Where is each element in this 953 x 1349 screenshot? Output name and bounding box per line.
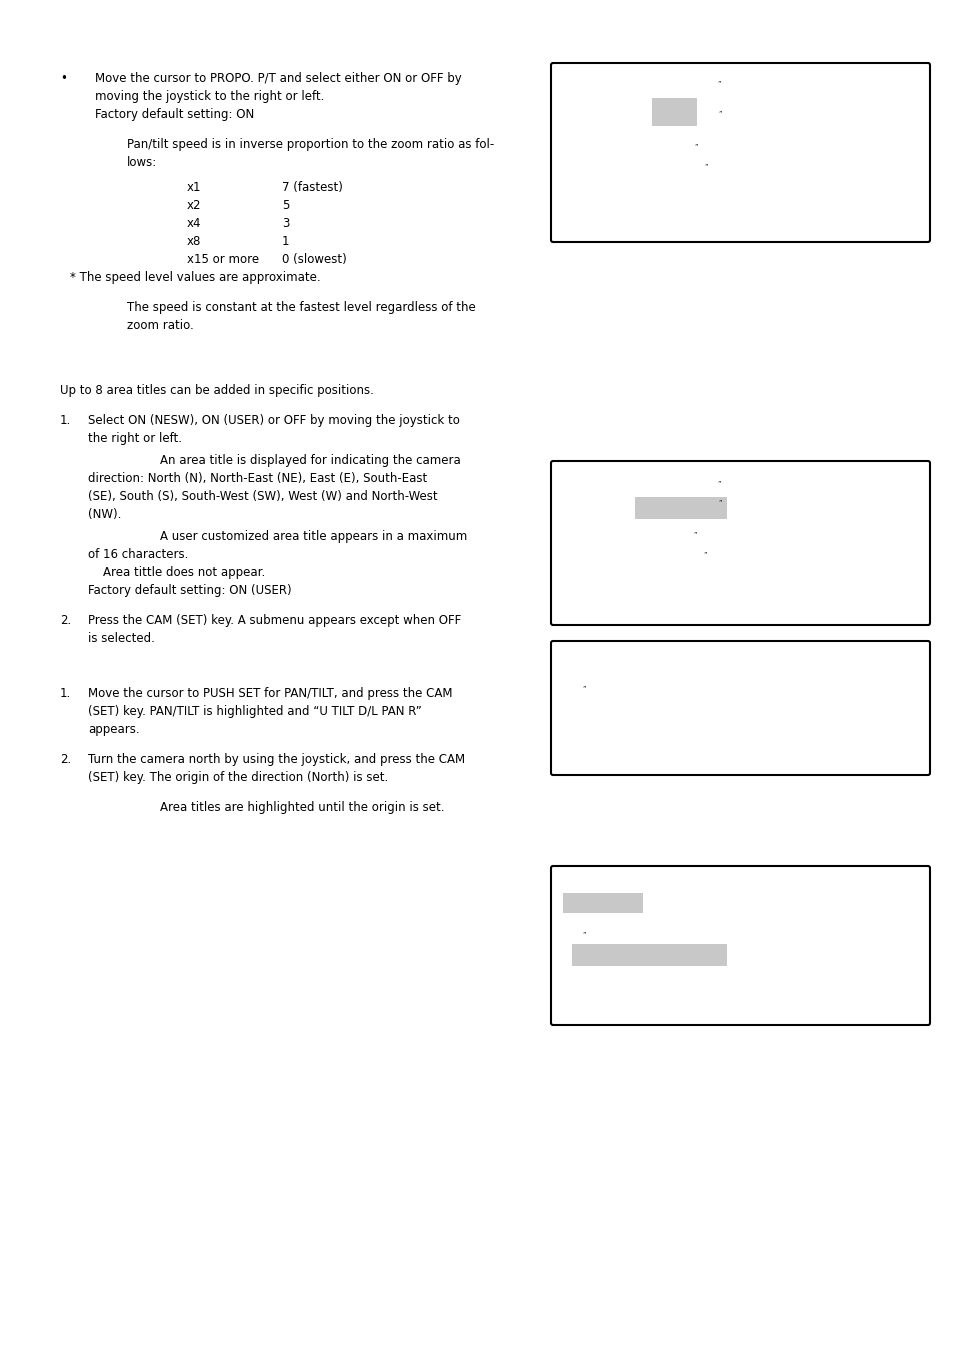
Text: 5: 5 <box>282 200 289 212</box>
Text: x4: x4 <box>187 217 201 229</box>
FancyBboxPatch shape <box>551 63 929 241</box>
Text: Area titles are highlighted until the origin is set.: Area titles are highlighted until the or… <box>160 801 444 813</box>
Text: x2: x2 <box>187 200 201 212</box>
Text: lows:: lows: <box>127 156 157 169</box>
Text: ”: ” <box>693 143 697 148</box>
Text: ”: ” <box>717 480 720 486</box>
Text: x15 or more: x15 or more <box>187 254 259 266</box>
FancyBboxPatch shape <box>551 461 929 625</box>
FancyBboxPatch shape <box>551 866 929 1025</box>
Text: ”: ” <box>692 532 696 537</box>
Text: (SE), South (S), South-West (SW), West (W) and North-West: (SE), South (S), South-West (SW), West (… <box>88 490 437 503</box>
Text: Factory default setting: ON: Factory default setting: ON <box>95 108 254 121</box>
Bar <box>635 496 726 519</box>
Text: (SET) key. The origin of the direction (North) is set.: (SET) key. The origin of the direction (… <box>88 772 388 784</box>
Text: 2.: 2. <box>60 753 71 766</box>
Text: ”: ” <box>581 931 585 938</box>
Text: Press the CAM (SET) key. A submenu appears except when OFF: Press the CAM (SET) key. A submenu appea… <box>88 614 460 627</box>
Text: Select ON (NESW), ON (USER) or OFF by moving the joystick to: Select ON (NESW), ON (USER) or OFF by mo… <box>88 414 459 428</box>
Text: of 16 characters.: of 16 characters. <box>88 548 188 561</box>
Text: 1.: 1. <box>60 414 71 428</box>
Text: direction: North (N), North-East (NE), East (E), South-East: direction: North (N), North-East (NE), E… <box>88 472 427 486</box>
Text: the right or left.: the right or left. <box>88 432 182 445</box>
Text: ”: ” <box>717 80 720 86</box>
Text: appears.: appears. <box>88 723 139 737</box>
Text: ”: ” <box>702 550 706 557</box>
Text: zoom ratio.: zoom ratio. <box>127 318 193 332</box>
Bar <box>572 944 726 966</box>
Text: Up to 8 area titles can be added in specific positions.: Up to 8 area titles can be added in spec… <box>60 384 374 397</box>
Text: Move the cursor to PUSH SET for PAN/TILT, and press the CAM: Move the cursor to PUSH SET for PAN/TILT… <box>88 687 452 700</box>
Bar <box>651 98 697 125</box>
Text: x8: x8 <box>187 235 201 248</box>
Text: ”: ” <box>703 163 707 169</box>
Text: A user customized area title appears in a maximum: A user customized area title appears in … <box>160 530 467 544</box>
Text: Area tittle does not appear.: Area tittle does not appear. <box>103 567 265 579</box>
Text: x1: x1 <box>187 181 201 194</box>
Bar <box>562 893 642 913</box>
Text: Move the cursor to PROPO. P/T and select either ON or OFF by: Move the cursor to PROPO. P/T and select… <box>95 71 461 85</box>
Text: An area title is displayed for indicating the camera: An area title is displayed for indicatin… <box>160 455 460 467</box>
Text: Pan/tilt speed is in inverse proportion to the zoom ratio as fol-: Pan/tilt speed is in inverse proportion … <box>127 138 494 151</box>
Text: 7 (fastest): 7 (fastest) <box>282 181 342 194</box>
Text: ”: ” <box>581 685 585 691</box>
Text: 1: 1 <box>282 235 289 248</box>
Text: ”: ” <box>718 111 720 116</box>
Text: (NW).: (NW). <box>88 509 121 521</box>
Text: * The speed level values are approximate.: * The speed level values are approximate… <box>70 271 320 285</box>
Text: 3: 3 <box>282 217 289 229</box>
Text: 2.: 2. <box>60 614 71 627</box>
Text: •: • <box>60 71 67 85</box>
Text: The speed is constant at the fastest level regardless of the: The speed is constant at the fastest lev… <box>127 301 476 314</box>
Text: Factory default setting: ON (USER): Factory default setting: ON (USER) <box>88 584 292 598</box>
Text: ”: ” <box>718 499 720 505</box>
Text: Turn the camera north by using the joystick, and press the CAM: Turn the camera north by using the joyst… <box>88 753 465 766</box>
Text: (SET) key. PAN/TILT is highlighted and “U TILT D/L PAN R”: (SET) key. PAN/TILT is highlighted and “… <box>88 706 421 718</box>
Text: 1.: 1. <box>60 687 71 700</box>
FancyBboxPatch shape <box>551 641 929 774</box>
Text: is selected.: is selected. <box>88 631 154 645</box>
Text: 0 (slowest): 0 (slowest) <box>282 254 346 266</box>
Text: moving the joystick to the right or left.: moving the joystick to the right or left… <box>95 90 324 103</box>
